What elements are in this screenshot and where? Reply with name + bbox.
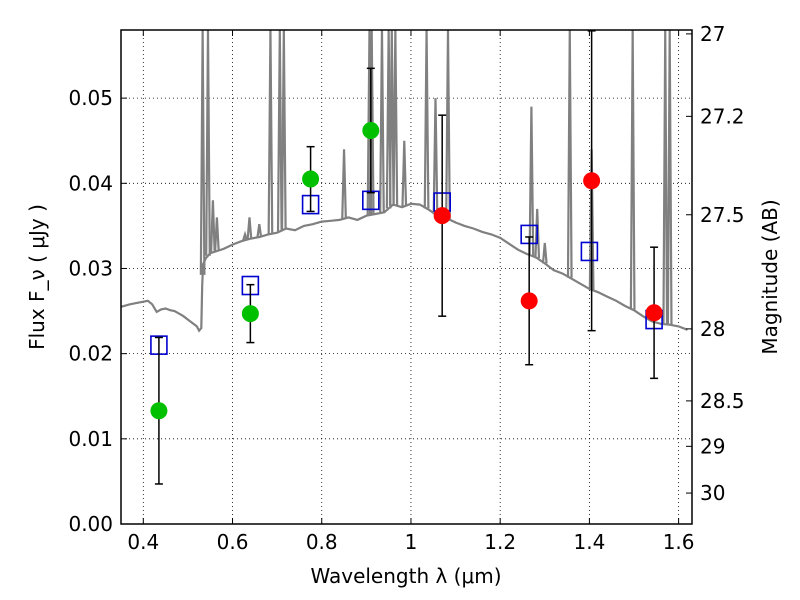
y2-tick-label: 28.5 [700, 389, 745, 413]
emission-line [214, 217, 220, 252]
y2-tick-label: 30 [700, 481, 725, 505]
emission-line [534, 208, 541, 259]
emission-line [388, 30, 395, 206]
emission-line [662, 30, 669, 325]
y-tick-label: 0.02 [68, 342, 113, 366]
model-square-marker [580, 241, 599, 262]
emission-line [341, 149, 347, 219]
x-tick-label: 1.6 [663, 530, 695, 554]
emission-line [541, 242, 548, 264]
x-tick-label: 0.8 [306, 530, 338, 554]
y-tick-label: 0.01 [68, 427, 113, 451]
emission-line [423, 30, 430, 209]
y2-tick-label: 27 [700, 22, 725, 46]
model-spectrum [121, 30, 688, 333]
emission-line [205, 30, 211, 256]
y2-axis-title: Magnitude (AB) [758, 199, 782, 354]
axis-ticks [121, 30, 692, 525]
y-tick-label: 0.04 [68, 171, 113, 195]
y2-tick-label: 28 [700, 317, 725, 341]
x-tick-labels: 0.4 0.6 0.8 1 1.2 1.4 1.6 [127, 530, 694, 554]
emission-line [256, 224, 263, 238]
emission-line [666, 30, 673, 325]
emission-line [199, 30, 206, 275]
y2-tick-label: 27.5 [700, 203, 745, 227]
emission-line [401, 140, 408, 207]
emission-line [246, 217, 253, 240]
x-tick-label: 1.4 [573, 530, 605, 554]
spectrum-line [121, 202, 688, 333]
emission-line [276, 30, 283, 232]
green-data-point [241, 305, 259, 323]
emission-line [392, 30, 399, 206]
x-tick-label: 0.4 [127, 530, 159, 554]
y-tick-label: 0.03 [68, 256, 113, 280]
emission-line [210, 200, 216, 253]
red-data-point [433, 207, 451, 225]
y-tick-label: 0.00 [68, 512, 113, 536]
x-tick-label: 1 [405, 530, 418, 554]
y-tick-labels: 0.00 0.01 0.02 0.03 0.04 0.05 [68, 86, 113, 536]
emission-line [379, 30, 385, 213]
x-tick-label: 1.2 [484, 530, 516, 554]
plot-frame [120, 29, 693, 525]
emission-line [280, 30, 287, 230]
photometry-markers [150, 30, 663, 485]
y2-tick-label: 29 [700, 434, 725, 458]
green-data-point [302, 170, 320, 188]
y-axis-title: Flux F_ν ( μJy ) [25, 204, 49, 350]
emission-line [528, 106, 535, 256]
emission-line [242, 230, 248, 241]
x-axis-title: Wavelength λ (μm) [310, 564, 501, 588]
emission-line [432, 98, 439, 215]
x-tick-label: 0.6 [217, 530, 249, 554]
y2-tick-labels: 27 27.2 27.5 28 28.5 29 30 [700, 22, 745, 505]
green-data-point [150, 402, 168, 420]
green-data-point [362, 122, 380, 140]
emission-line [629, 30, 636, 310]
emission-line [445, 30, 451, 219]
red-data-point [583, 172, 601, 190]
y2-tick-label: 27.2 [700, 104, 745, 128]
y-tick-label: 0.05 [68, 86, 113, 110]
emission-line [267, 30, 274, 234]
emission-line [566, 30, 573, 278]
red-data-point [645, 304, 663, 322]
red-data-point [520, 292, 538, 310]
